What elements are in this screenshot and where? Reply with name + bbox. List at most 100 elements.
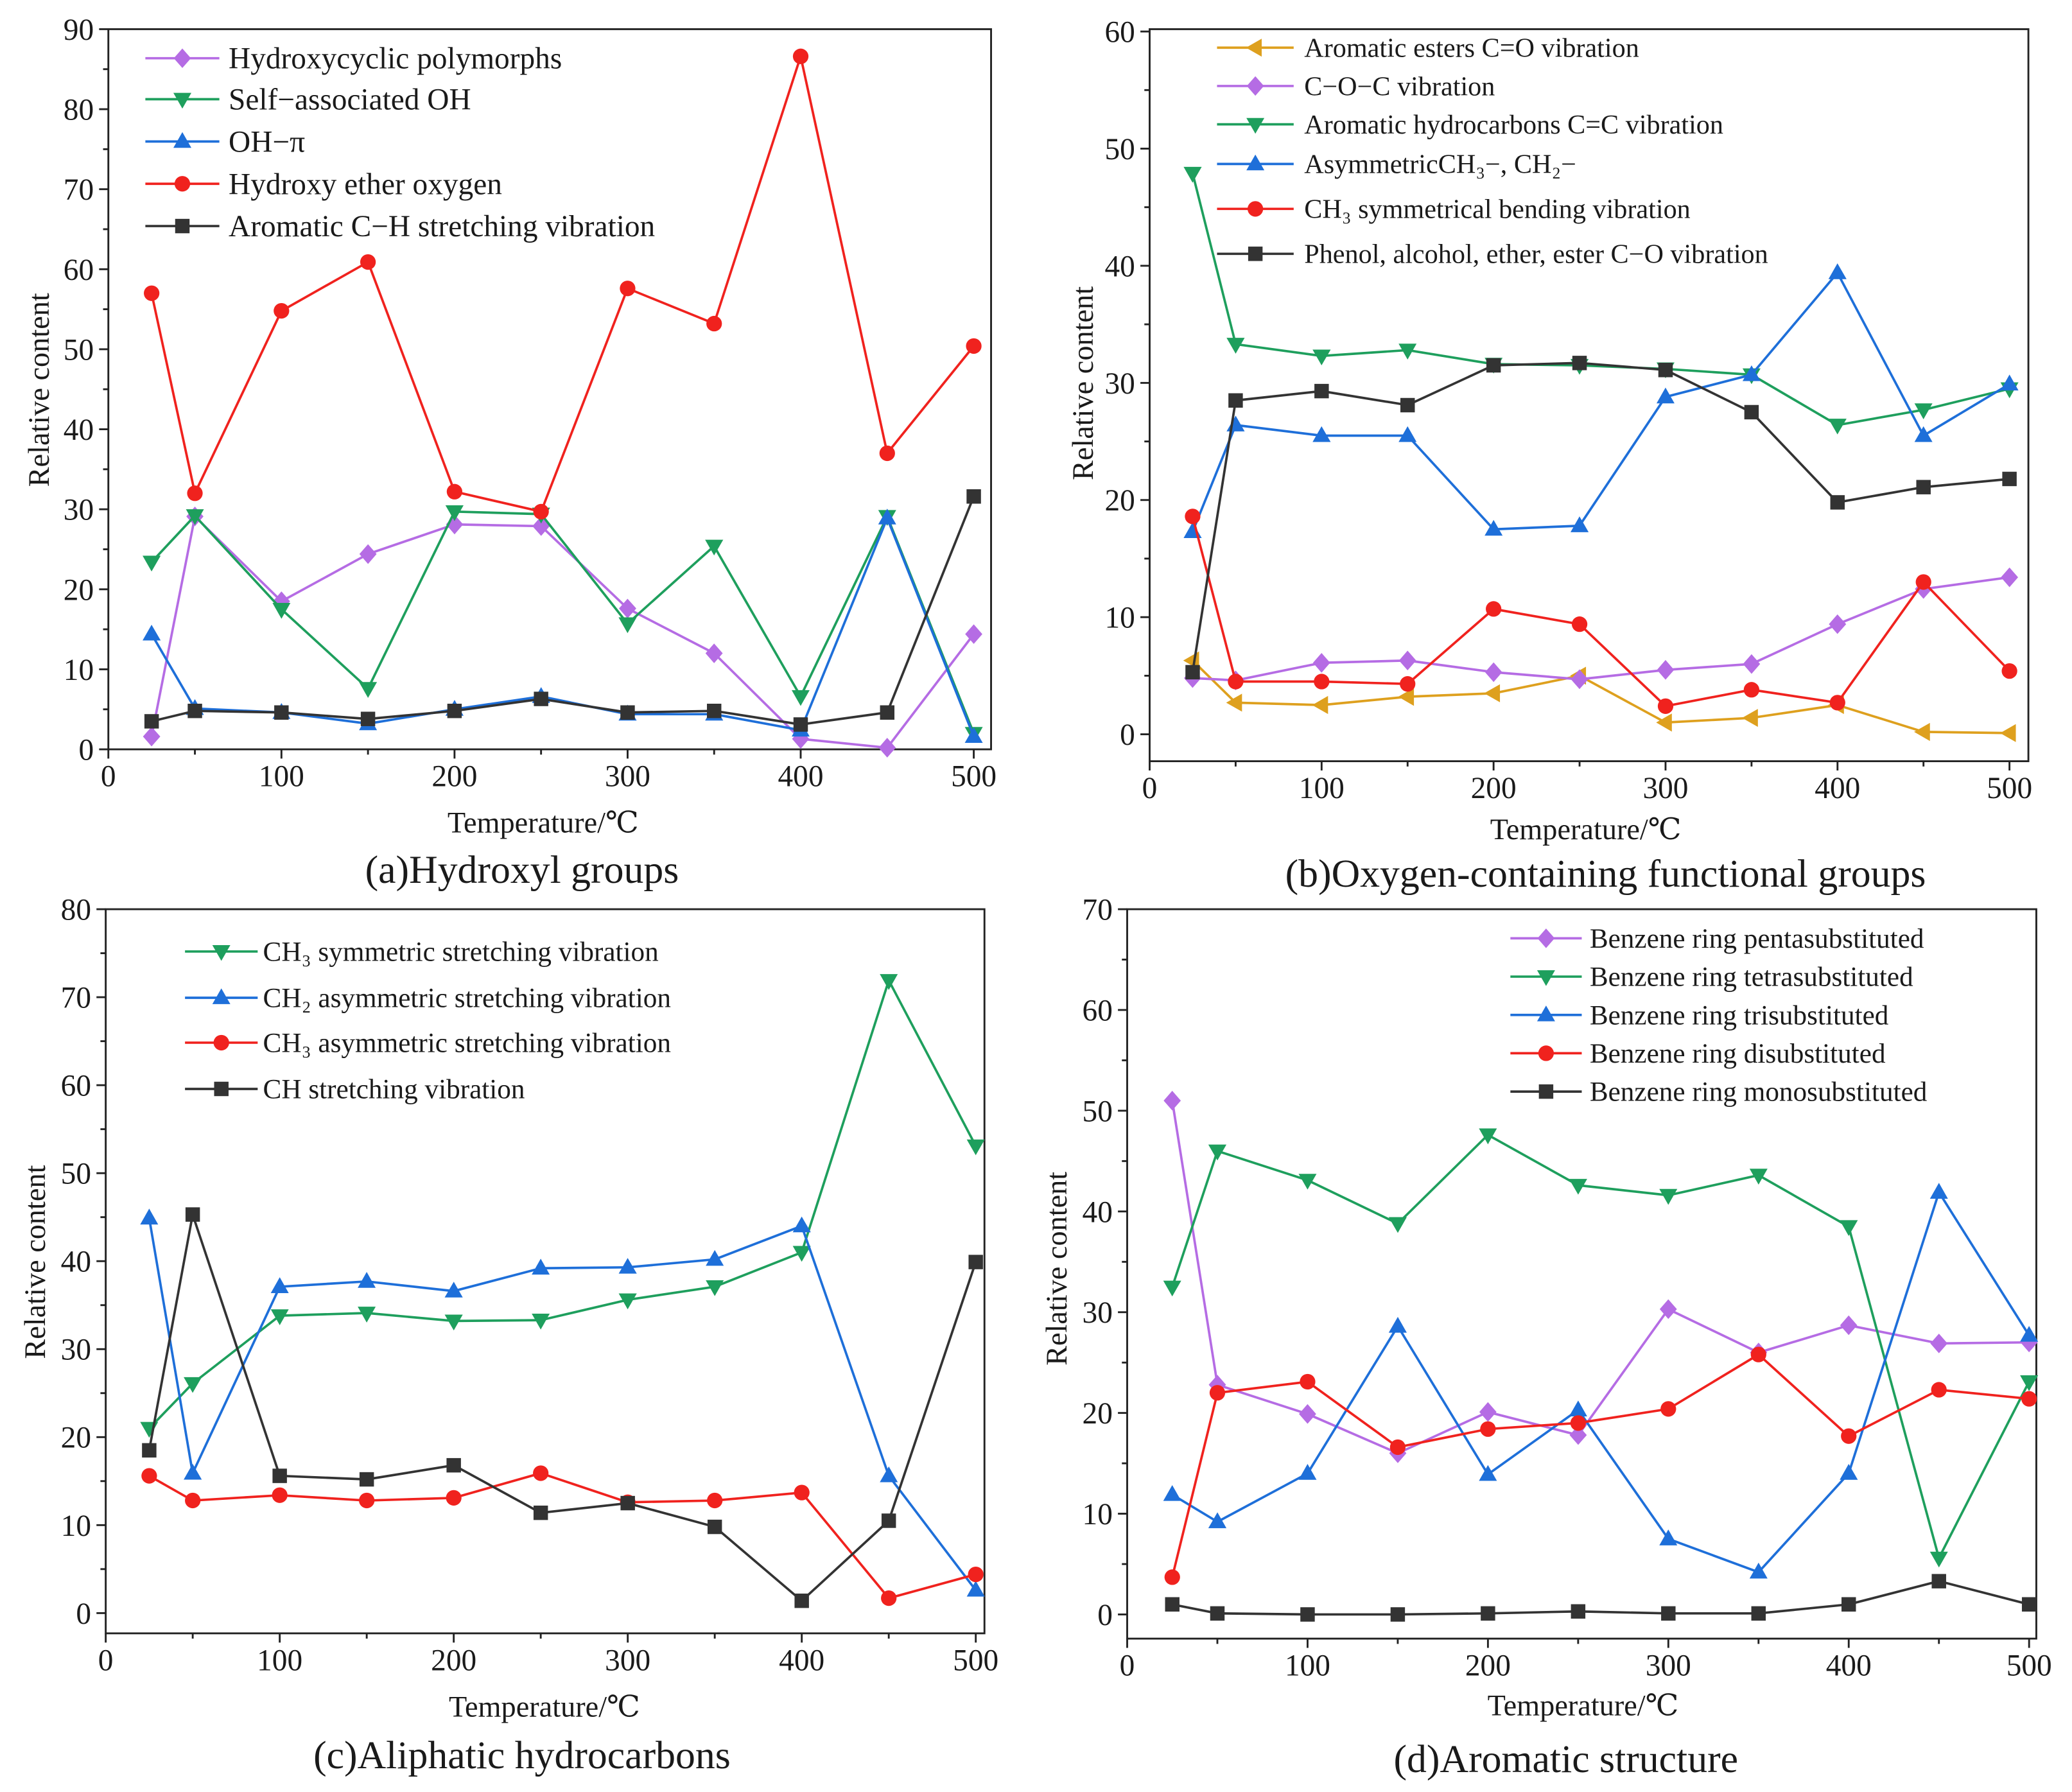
data-point-ch-stretching-vibration-150 bbox=[359, 1472, 374, 1487]
y-tick-label: 60 bbox=[1083, 994, 1113, 1027]
legend-entry: Benzene ring trisubstituted bbox=[1510, 1000, 1889, 1031]
data-point-ch-symmetrical-bending-vibration-450 bbox=[1915, 574, 1931, 590]
data-point-ch-asymmetric-stretching-vibration-350 bbox=[706, 1249, 724, 1266]
x-tick-label: 400 bbox=[1826, 1649, 1872, 1683]
data-point-ch-asymmetric-stretching-vibration-200 bbox=[444, 1282, 463, 1298]
data-point-hydroxy-ether-oxygen-150 bbox=[360, 254, 376, 270]
data-point-ch-symmetrical-bending-vibration-25 bbox=[1185, 509, 1201, 525]
data-point-ch-asymmetric-stretching-vibration-100 bbox=[270, 1277, 289, 1293]
x-tick-label: 400 bbox=[1815, 772, 1860, 805]
series-group-a bbox=[143, 48, 983, 758]
plot-area-a: 0 100 200 300 400 500 0 10 20 30 40 50 60 70 80 90 Hydro… bbox=[64, 13, 997, 794]
data-point-benzene-ring-tetrasubstituted-150 bbox=[1388, 1217, 1407, 1233]
data-point-asymmetricch-ch-500 bbox=[2000, 374, 2019, 391]
legend-label: CH₃ symmetric stretching vibration bbox=[263, 937, 659, 968]
legend-marker bbox=[1246, 117, 1265, 134]
y-tick-label: 20 bbox=[1105, 484, 1135, 518]
data-point-ch-symmetric-stretching-vibration-150 bbox=[358, 1307, 376, 1323]
y-tick-label: 20 bbox=[61, 1422, 91, 1455]
data-point-benzene-ring-tetrasubstituted-25 bbox=[1163, 1280, 1181, 1297]
data-point-ch-symmetric-stretching-vibration-250 bbox=[532, 1314, 550, 1330]
data-point-phenol-alcohol-ether-ester-c-o-vibration-300 bbox=[1658, 363, 1673, 378]
data-point-oh-500 bbox=[964, 727, 983, 743]
x-tick-label: 0 bbox=[98, 1644, 114, 1678]
panel-a: 0 100 200 300 400 500 0 10 20 30 40 50 60 70 80 90 Hydro… bbox=[23, 13, 997, 892]
x-tick-label: 400 bbox=[778, 760, 824, 794]
data-point-benzene-ring-trisubstituted-300 bbox=[1659, 1529, 1678, 1545]
data-point-benzene-ring-monosubstituted-100 bbox=[1300, 1607, 1315, 1622]
y-tick-label: 50 bbox=[1105, 133, 1135, 166]
data-point-ch-asymmetric-stretching-vibration-25 bbox=[140, 1208, 159, 1225]
data-point-benzene-ring-disubstituted-200 bbox=[1480, 1421, 1496, 1437]
data-point-ch-asymmetric-stretching-vibration-500 bbox=[968, 1566, 984, 1583]
y-tick-label: 10 bbox=[61, 1509, 91, 1543]
y-tick-label: 60 bbox=[64, 254, 94, 287]
data-point-ch-symmetric-stretching-vibration-200 bbox=[444, 1314, 463, 1331]
legend-marker bbox=[1537, 928, 1555, 948]
data-point-aromatic-esters-c-o-vibration-150 bbox=[1398, 688, 1415, 706]
data-point-benzene-ring-pentasubstituted-250 bbox=[1569, 1425, 1587, 1445]
data-point-benzene-ring-monosubstituted-350 bbox=[1751, 1606, 1766, 1621]
data-point-ch-stretching-vibration-350 bbox=[707, 1519, 722, 1535]
y-tick-label: 0 bbox=[78, 734, 94, 767]
legend-label: Aromatic C−H stretching vibration bbox=[229, 210, 655, 243]
data-point-ch-symmetrical-bending-vibration-300 bbox=[1657, 698, 1674, 714]
legend-entry: Hydroxycyclic polymorphs bbox=[145, 42, 562, 76]
legend-label: OH−π bbox=[229, 125, 305, 159]
legend-label: Self−associated OH bbox=[229, 83, 471, 117]
data-point-benzene-ring-pentasubstituted-400 bbox=[1840, 1315, 1858, 1335]
data-point-aromatic-hydrocarbons-c-c-vibration-100 bbox=[1312, 349, 1331, 365]
legend-marker bbox=[1538, 1045, 1554, 1061]
data-point-phenol-alcohol-ether-ester-c-o-vibration-150 bbox=[1400, 397, 1415, 413]
legend-marker bbox=[212, 945, 231, 961]
data-point-phenol-alcohol-ether-ester-c-o-vibration-400 bbox=[1830, 495, 1845, 510]
legend-marker bbox=[214, 1081, 229, 1097]
data-point-ch-asymmetric-stretching-vibration-250 bbox=[533, 1465, 549, 1481]
y-tick-label: 60 bbox=[1105, 16, 1135, 49]
data-point-aromatic-c-h-stretching-vibration-350 bbox=[706, 704, 722, 718]
data-point-ch-asymmetric-stretching-vibration-450 bbox=[881, 1590, 897, 1606]
data-point-hydroxycyclic-polymorphs-450 bbox=[878, 738, 896, 758]
y-tick-label: 30 bbox=[1083, 1296, 1113, 1330]
y-tick-label: 60 bbox=[61, 1070, 91, 1103]
data-point-ch-symmetrical-bending-vibration-500 bbox=[2001, 663, 2017, 679]
axes-d: 0 100 200 300 400 500 0 10 20 30 40 50 60 70 bbox=[1083, 894, 2052, 1683]
y-tick-label: 90 bbox=[64, 13, 94, 47]
data-point-ch-symmetrical-bending-vibration-250 bbox=[1571, 616, 1588, 632]
data-point-ch-stretching-vibration-200 bbox=[446, 1457, 461, 1473]
data-point-aromatic-c-h-stretching-vibration-25 bbox=[144, 714, 159, 729]
data-point-asymmetricch-ch-200 bbox=[1484, 519, 1503, 536]
legend-entry: C−O−C vibration bbox=[1217, 71, 1495, 101]
data-point-ch-stretching-vibration-500 bbox=[968, 1255, 983, 1269]
y-tick-label: 0 bbox=[1120, 718, 1135, 752]
data-point-self-associated-oh-350 bbox=[705, 539, 724, 556]
data-point-aromatic-c-h-stretching-vibration-450 bbox=[880, 705, 895, 720]
x-axis-label: Temperature/℃ bbox=[449, 1691, 640, 1724]
legend-label: Benzene ring pentasubstituted bbox=[1590, 923, 1924, 954]
legend-label: Aromatic esters C=O vibration bbox=[1304, 33, 1639, 64]
data-point-benzene-ring-tetrasubstituted-50 bbox=[1208, 1144, 1227, 1161]
data-point-benzene-ring-trisubstituted-250 bbox=[1569, 1400, 1587, 1416]
data-point-self-associated-oh-200 bbox=[445, 505, 464, 521]
y-tick-label: 50 bbox=[64, 333, 94, 367]
data-point-benzene-ring-monosubstituted-500 bbox=[2021, 1597, 2037, 1612]
data-point-benzene-ring-monosubstituted-450 bbox=[1931, 1574, 1946, 1588]
data-point-hydroxy-ether-oxygen-25 bbox=[144, 285, 160, 301]
legend-marker bbox=[213, 1034, 229, 1051]
data-point-self-associated-oh-150 bbox=[359, 682, 378, 699]
data-point-ch-symmetrical-bending-vibration-50 bbox=[1228, 674, 1244, 690]
data-point-hydroxy-ether-oxygen-100 bbox=[274, 302, 290, 319]
y-tick-label: 80 bbox=[61, 894, 91, 927]
data-point-asymmetricch-ch-250 bbox=[1570, 516, 1589, 532]
y-tick-label: 10 bbox=[64, 654, 94, 687]
data-point-ch-stretching-vibration-250 bbox=[533, 1505, 548, 1520]
data-point-hydroxycyclic-polymorphs-25 bbox=[143, 726, 161, 747]
data-point-ch-symmetric-stretching-vibration-400 bbox=[792, 1246, 811, 1262]
data-point-ch-asymmetric-stretching-vibration-150 bbox=[358, 1272, 376, 1288]
data-point-ch-asymmetric-stretching-vibration-500 bbox=[966, 1580, 985, 1597]
data-point-aromatic-hydrocarbons-c-c-vibration-450 bbox=[1914, 403, 1933, 419]
data-point-benzene-ring-monosubstituted-300 bbox=[1661, 1606, 1676, 1621]
x-tick-label: 400 bbox=[779, 1644, 824, 1678]
x-axis-label: Temperature/℃ bbox=[1490, 813, 1682, 846]
